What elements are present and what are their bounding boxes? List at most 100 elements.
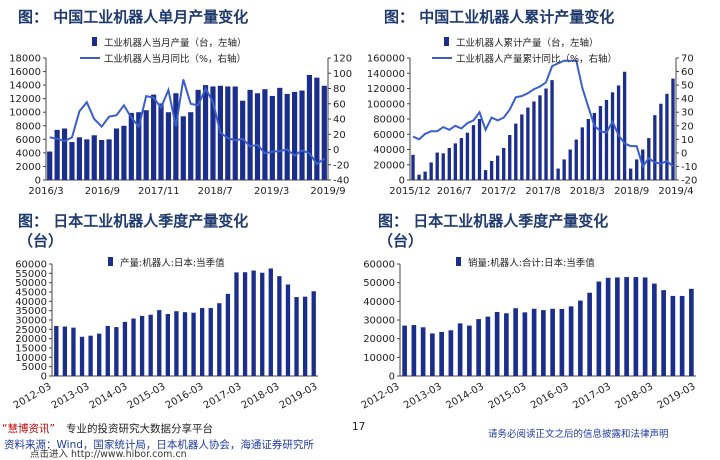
x-tick-label: 2013-03 [402,381,444,411]
bar [605,277,611,376]
bar [550,80,554,180]
footer-brand: “慧博资讯” [2,423,55,435]
bar [531,308,537,376]
disclaimer: 请务必阅读正文之后的信息披露和法律声明 [488,429,669,440]
bar [441,153,445,180]
bar [550,308,555,376]
y-tick-label: 15000 [15,344,47,355]
bar [538,95,542,180]
site-link[interactable]: 点击进入 http://www.hibor.com.cn [30,449,187,460]
x-tick-label: 2016-03 [164,381,206,411]
bar [628,168,633,180]
y2-tick-label: 40 [681,94,694,105]
bar [311,291,316,376]
y-tick-label: 55000 [15,269,47,280]
y-tick-label: 160000 [367,54,405,65]
bar [71,327,76,376]
bar [105,325,110,376]
bar [202,85,209,180]
bar [91,135,97,180]
chart-japan-quarterly-production: 0500010000150002000025000300003500040000… [12,257,320,411]
bar [106,139,112,180]
bar [423,171,427,180]
bar [495,155,500,180]
bar [143,110,149,180]
bar [299,90,305,180]
bar [661,290,666,376]
bar [54,325,59,376]
x-tick-label: 2017-03 [571,381,613,411]
bar [165,314,171,376]
bar [260,272,265,376]
x-tick-label: 2019-03 [656,381,698,411]
x-tick-label: 2017/11 [138,186,180,197]
bar [604,99,609,180]
bar [302,296,308,376]
bar [665,93,669,180]
bar [429,162,433,180]
bar [182,312,188,376]
bar [47,151,53,180]
y2-tick-label: -10 [681,162,697,173]
x-tick-label: 2017/8 [525,186,560,197]
bar [508,135,512,180]
legend-swatch-bar [444,37,449,46]
y-tick-label: 35000 [15,306,47,317]
y-tick-label: 12000 [9,94,41,105]
legend-label: 工业机器人产量累计同比（%，右轴） [456,53,617,65]
bar [689,288,694,376]
panel2-title: 图： 中国工业机器人累计产量变化 [384,8,615,26]
legend-label: 销量:机器人:合计:日本:当季值 [468,257,595,269]
x-tick-label: 2013-03 [50,381,92,411]
bar [284,93,290,180]
y-tick-label: 16000 [9,67,41,78]
bar [173,93,179,180]
bar [420,327,426,376]
y-tick-label: 100000 [367,99,405,110]
bar [574,139,578,180]
bar [217,303,222,376]
bar [225,86,231,180]
bar [210,86,216,180]
bar [489,160,494,180]
bar [598,106,603,180]
bar [188,112,194,180]
bar [151,94,157,180]
bar [54,129,60,180]
bar [520,114,524,180]
bar [277,87,283,180]
y2-tick-label: 20 [333,130,346,141]
bar [532,101,536,180]
y-tick-label: 30000 [363,316,395,327]
bar [653,115,657,180]
source-note: 资料来源：Wind，国家统计局，日本机器人协会，海通证券研究所 [4,439,314,451]
x-tick-label: 2016/3 [28,186,63,197]
bar [485,316,491,376]
bar [136,112,142,180]
panel4-title-unit: （台） [378,232,424,250]
bar [447,147,451,180]
x-tick-label: 2018-03 [614,381,656,411]
bar [269,95,275,180]
bar [435,152,439,180]
bar [502,147,506,180]
bar [285,284,291,376]
bar [232,86,238,180]
bar [180,116,186,180]
bar [559,308,565,376]
bar [191,312,196,376]
series-line [49,79,325,166]
y-tick-label: 6000 [16,135,41,146]
chart-china-cumulative-production: 0 20000 40000 60000 80000 100000 120000 140000 1… [367,37,697,197]
bar [562,159,566,180]
bar [131,318,136,376]
bar [586,119,591,180]
bar [642,277,648,376]
y-tick-label: 40000 [363,297,395,308]
y-tick-label: 5000 [22,362,47,373]
bar [522,312,528,376]
bar [465,132,470,180]
x-tick-label: 2017-03 [202,381,244,411]
y-tick-label: 80000 [373,115,405,126]
y-tick-label: 60000 [363,260,395,271]
